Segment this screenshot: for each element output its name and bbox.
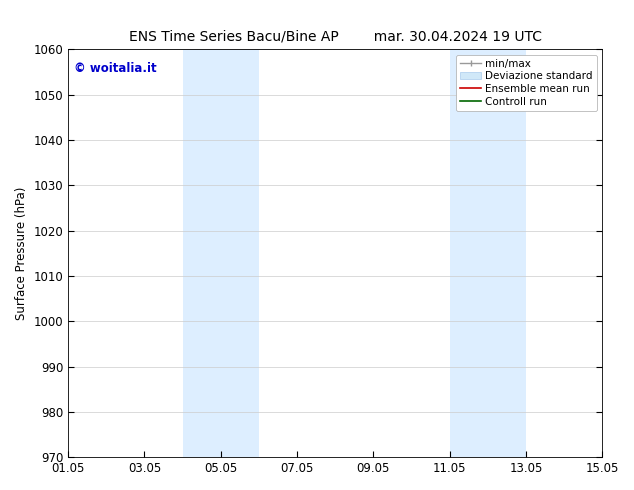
Bar <box>450 49 526 457</box>
Title: ENS Time Series Bacu/Bine AP        mar. 30.04.2024 19 UTC: ENS Time Series Bacu/Bine AP mar. 30.04.… <box>129 30 541 44</box>
Bar <box>183 49 259 457</box>
Legend: min/max, Deviazione standard, Ensemble mean run, Controll run: min/max, Deviazione standard, Ensemble m… <box>456 54 597 111</box>
Text: © woitalia.it: © woitalia.it <box>74 62 156 74</box>
Y-axis label: Surface Pressure (hPa): Surface Pressure (hPa) <box>15 187 28 320</box>
